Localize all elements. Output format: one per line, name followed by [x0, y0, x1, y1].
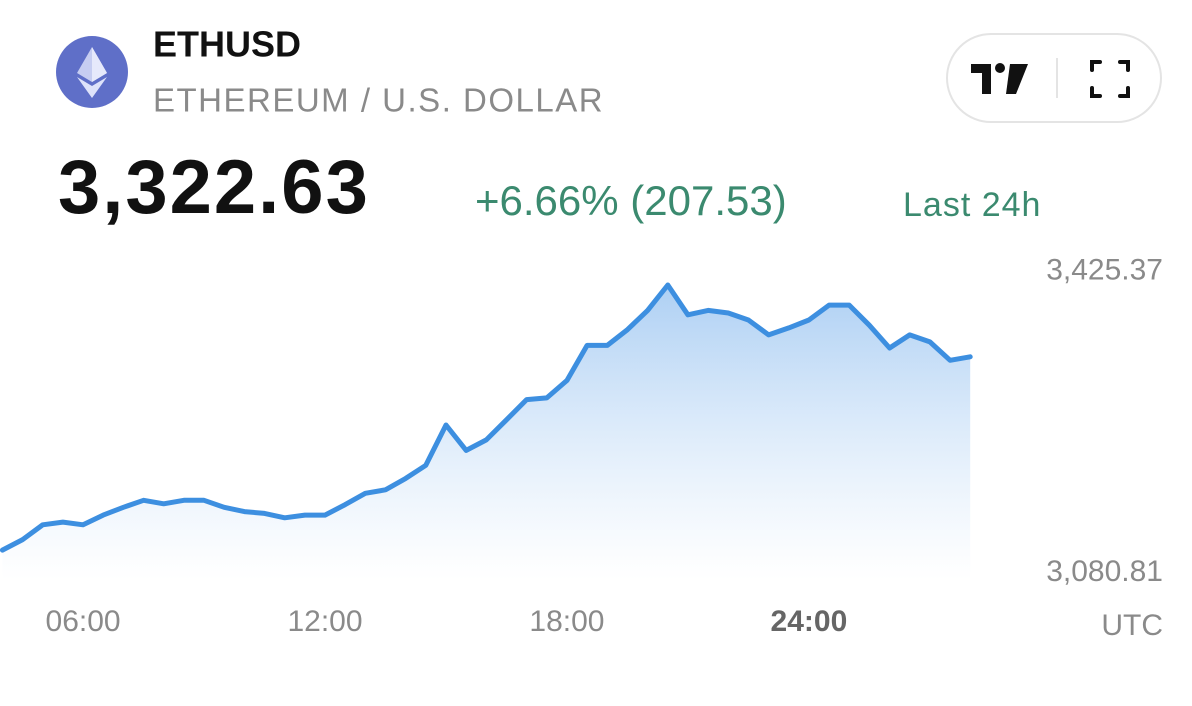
y-tick-label: 3,425.37	[1046, 253, 1163, 286]
x-tick-label: 12:00	[287, 605, 362, 638]
price-line	[0, 282, 973, 553]
symbol-name: ETHEREUM / U.S. DOLLAR	[153, 82, 604, 119]
x-tick-label: 06:00	[46, 605, 121, 638]
price: 3,322.63	[58, 145, 370, 230]
price-change: +6.66% (207.53)	[475, 177, 787, 224]
x-tick-label: 18:00	[529, 605, 604, 638]
period: Last 24h	[903, 186, 1041, 224]
toolbar	[946, 33, 1162, 123]
area-fill	[2, 285, 971, 580]
toolbar-frame	[946, 33, 1162, 123]
fullscreen-button[interactable]	[1090, 60, 1130, 98]
eth-icon	[56, 36, 128, 108]
symbol: ETHUSD	[153, 24, 301, 65]
x-axis-label: UTC	[1101, 609, 1163, 642]
x-tick-label: 24:00	[771, 605, 848, 638]
tradingview-logo[interactable]	[971, 63, 1028, 94]
y-tick-label: 3,080.81	[1046, 555, 1163, 588]
